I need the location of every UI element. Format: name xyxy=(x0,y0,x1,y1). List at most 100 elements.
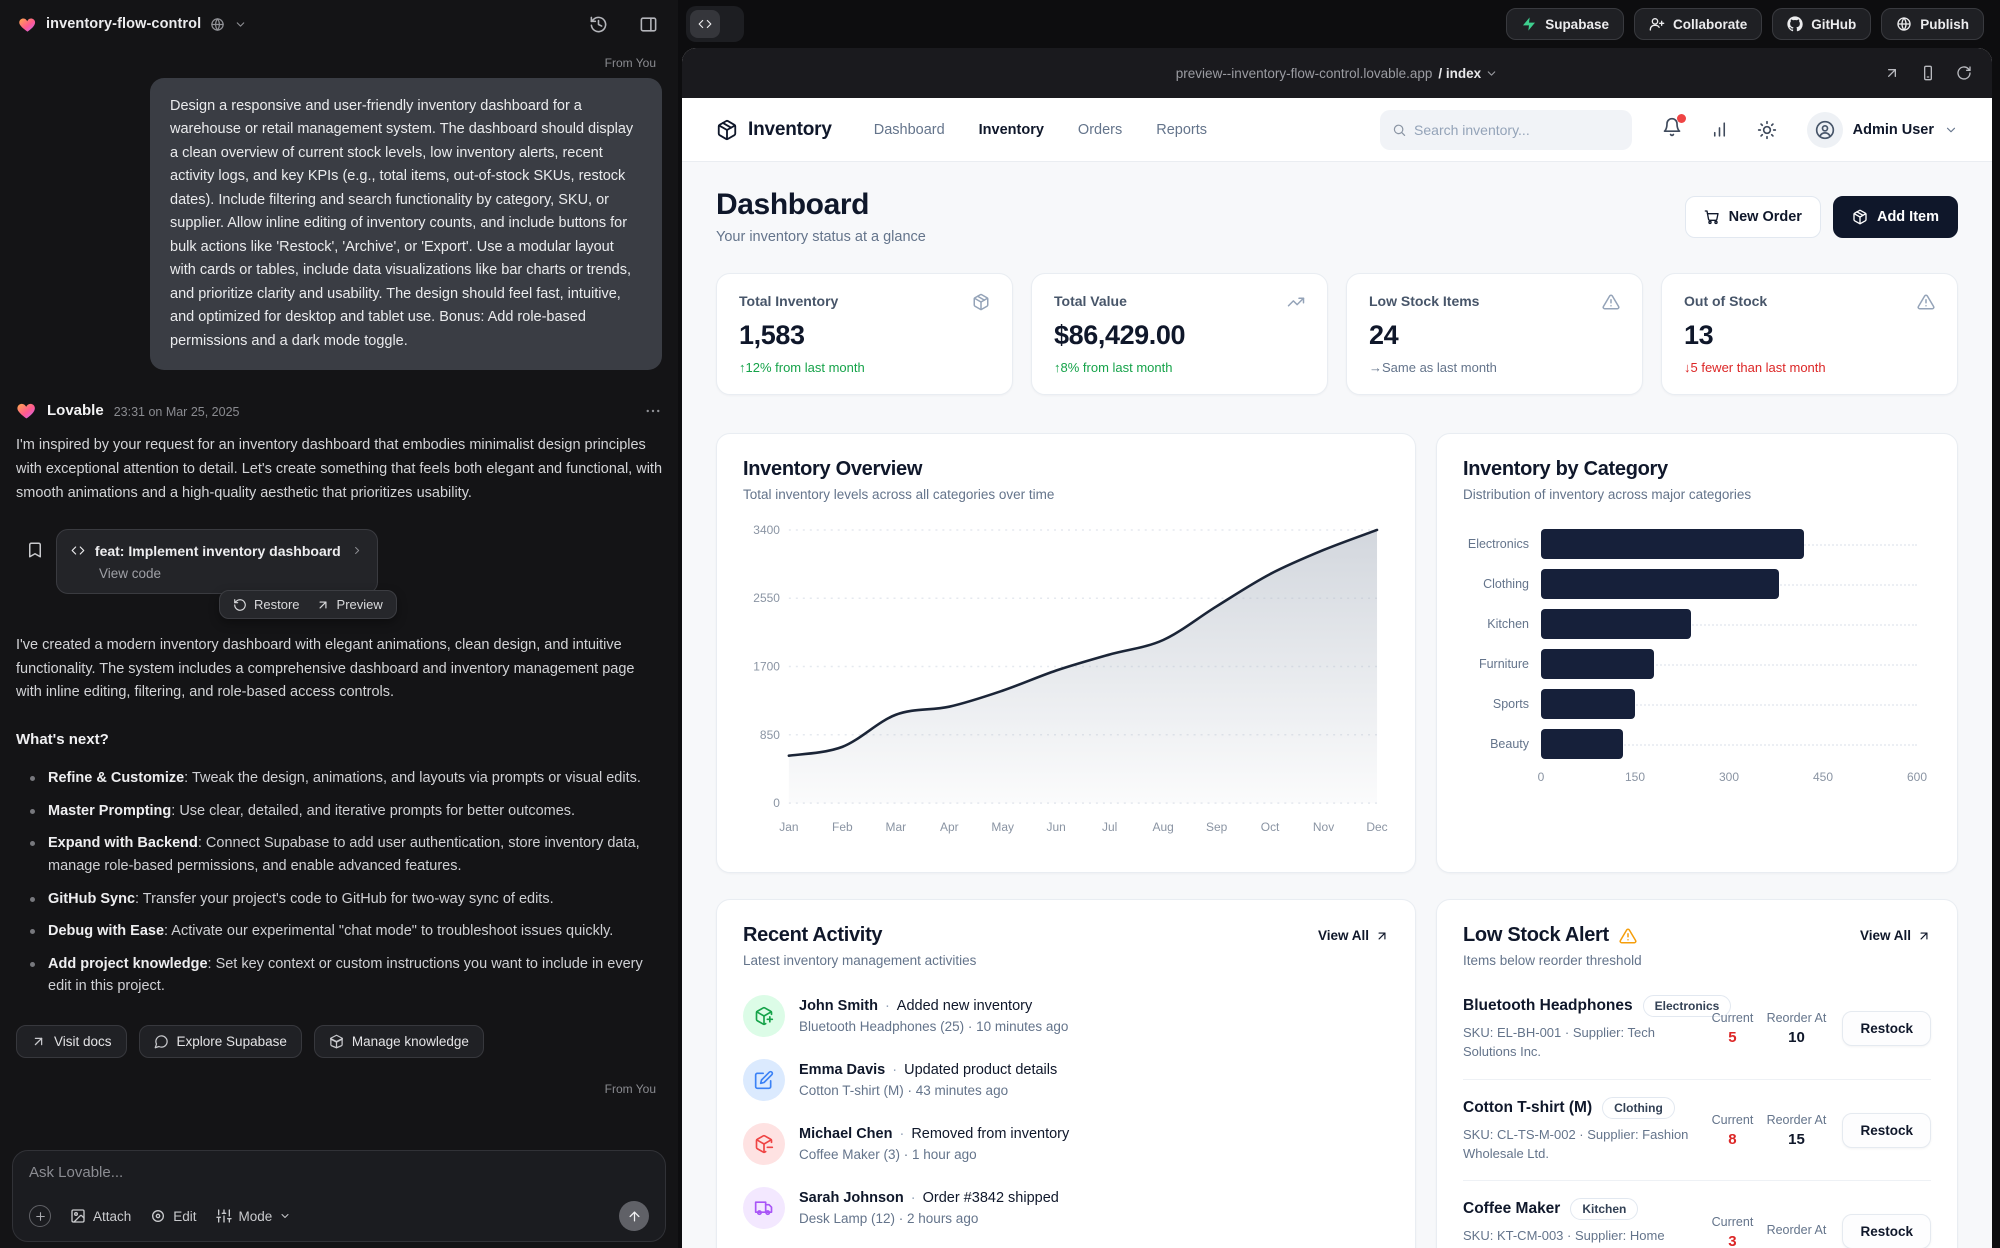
kpi-value: $86,429.00 xyxy=(1054,320,1186,350)
edit-button[interactable]: Edit xyxy=(150,1208,197,1224)
add-attachment-button[interactable] xyxy=(29,1205,51,1227)
chart-title: Inventory Overview xyxy=(743,458,923,480)
arrow-up-icon xyxy=(627,1209,642,1224)
composer-placeholder[interactable]: Ask Lovable... xyxy=(29,1164,124,1181)
nav-item-reports[interactable]: Reports xyxy=(1156,121,1208,138)
svg-text:Oct: Oct xyxy=(1261,820,1280,834)
plus-icon xyxy=(34,1210,47,1223)
image-icon xyxy=(70,1208,86,1224)
preview-button[interactable]: Preview xyxy=(316,597,383,612)
toggle-sidebar-icon[interactable] xyxy=(639,15,658,34)
chevron-right-icon xyxy=(351,543,363,558)
new-order-button[interactable]: New Order xyxy=(1684,195,1821,238)
svg-text:Jan: Jan xyxy=(779,820,798,834)
sku-supplier: SKU: CL-TS-M-002 · Supplier: Fashion Who… xyxy=(1463,1126,1689,1161)
explore-supabase-button[interactable]: Explore Supabase xyxy=(138,1024,302,1058)
route-chevron-icon[interactable] xyxy=(1485,67,1498,80)
bar-category-label: Kitchen xyxy=(1487,617,1529,631)
page-title: Dashboard xyxy=(716,188,870,221)
version-title: feat: Implement inventory dashboard xyxy=(94,542,341,559)
github-icon xyxy=(1787,16,1803,32)
restock-button[interactable]: Restock xyxy=(1842,1010,1931,1046)
notifications-button[interactable] xyxy=(1662,114,1686,142)
chat-panel: inventory-flow-control From You Design a… xyxy=(0,0,678,1248)
globe-icon xyxy=(1896,16,1912,32)
open-external-icon[interactable] xyxy=(1884,65,1900,81)
visit-docs-button[interactable]: Visit docs xyxy=(16,1024,127,1058)
bookmark-icon[interactable] xyxy=(26,541,44,559)
collaborate-button[interactable]: Collaborate xyxy=(1633,8,1763,40)
preview-panel: Supabase Collaborate GitHub Publish prev… xyxy=(678,0,2000,1248)
search-box[interactable] xyxy=(1379,109,1632,150)
svg-text:Nov: Nov xyxy=(1313,820,1334,834)
activity-headline: John Smith · Added new inventory xyxy=(799,998,1033,1014)
bar-value xyxy=(1541,529,1805,559)
chat-composer[interactable]: Ask Lovable... Attach Edit Mode xyxy=(12,1150,666,1242)
refresh-icon[interactable] xyxy=(1956,65,1972,81)
manage-knowledge-button[interactable]: Manage knowledge xyxy=(313,1024,484,1058)
mobile-view-icon[interactable] xyxy=(1920,65,1936,81)
line-chart-svg: 3400 2550 1700 850 0 Jan Feb Mar Apr May Jun Jul Aug… xyxy=(753,523,1387,834)
site-viewport: Inventory Dashboard Inventory Orders Report… xyxy=(682,98,1992,1248)
kpi-card: Total Inventory 1,583 ↑12% from last mon… xyxy=(716,273,1013,395)
nav-item-inventory[interactable]: Inventory xyxy=(978,121,1044,138)
restock-button[interactable]: Restock xyxy=(1842,1112,1931,1148)
restock-button[interactable]: Restock xyxy=(1842,1214,1931,1248)
activity-list: John Smith · Added new inventory Bluetooth… xyxy=(743,984,1389,1240)
low-stock-alert-card: Low Stock Alert Items below reorder thre… xyxy=(1436,899,1958,1248)
attach-button[interactable]: Attach xyxy=(70,1208,131,1224)
project-menu-chevron-icon[interactable] xyxy=(234,18,247,31)
preview-url[interactable]: preview--inventory-flow-control.lovable.… xyxy=(1175,65,1433,81)
chat-messages[interactable]: From You Design a responsive and user-fr… xyxy=(0,48,678,1146)
supabase-button[interactable]: Supabase xyxy=(1506,8,1624,40)
activity-detail: Bluetooth Headphones (25) · 10 minutes a… xyxy=(799,1019,1069,1034)
github-button[interactable]: GitHub xyxy=(1772,8,1872,40)
bar-axis-tick: 0 xyxy=(1537,770,1545,784)
publish-button[interactable]: Publish xyxy=(1881,8,1984,40)
nav-item-orders[interactable]: Orders xyxy=(1077,121,1123,138)
inventory-overview-chart: 3400 2550 1700 850 0 Jan Feb Mar Apr May Jun Jul Aug… xyxy=(743,512,1389,846)
preview-path[interactable]: / index xyxy=(1438,65,1482,81)
assistant-summary: I've created a modern inventory dashboar… xyxy=(16,637,635,701)
restore-button[interactable]: Restore xyxy=(233,597,300,612)
send-button[interactable] xyxy=(619,1201,649,1231)
kpi-card: Total Value $86,429.00 ↑8% from last mon… xyxy=(1031,273,1328,395)
project-name[interactable]: inventory-flow-control xyxy=(46,16,202,32)
search-icon xyxy=(1392,122,1406,138)
sliders-icon xyxy=(215,1208,232,1224)
cart-icon xyxy=(1704,209,1720,225)
current-stock: Current 8 xyxy=(1711,1112,1754,1149)
bar-axis-tick: 300 xyxy=(1718,770,1740,784)
users-plus-icon xyxy=(1649,16,1665,32)
bar-axis-tick: 600 xyxy=(1906,770,1928,784)
message-menu-icon[interactable] xyxy=(644,402,662,420)
published-globe-icon[interactable] xyxy=(210,17,225,32)
bullet-dot xyxy=(30,841,35,847)
view-all-activity-link[interactable]: View All xyxy=(1318,928,1389,943)
kpi-card: Low Stock Items 24 →Same as last month xyxy=(1346,273,1643,395)
code-icon xyxy=(698,17,712,31)
view-all-low-stock-link[interactable]: View All xyxy=(1860,928,1931,943)
analytics-icon[interactable] xyxy=(1710,120,1729,139)
next-steps-list: Refine & Customize: Tweak the design, an… xyxy=(16,762,662,1003)
version-card[interactable]: feat: Implement inventory dashboard View… xyxy=(56,529,378,595)
user-message: Design a responsive and user-friendly in… xyxy=(150,78,662,371)
svg-text:Aug: Aug xyxy=(1153,820,1174,834)
theme-toggle-icon[interactable] xyxy=(1757,120,1777,140)
history-icon[interactable] xyxy=(589,15,608,34)
site-brand[interactable]: Inventory xyxy=(716,119,832,141)
view-code-link[interactable]: View code xyxy=(99,566,162,582)
svg-text:Dec: Dec xyxy=(1366,820,1387,834)
assistant-intro: I'm inspired by your request for an inve… xyxy=(16,437,663,501)
mode-selector[interactable]: Mode xyxy=(215,1208,292,1224)
kpi-label: Out of Stock xyxy=(1684,293,1768,309)
user-menu[interactable]: Admin User xyxy=(1806,111,1958,148)
package-icon xyxy=(716,119,738,141)
add-item-button[interactable]: Add Item xyxy=(1832,195,1958,238)
bar-axis-tick: 150 xyxy=(1624,770,1646,784)
code-preview-toggle[interactable] xyxy=(686,6,744,42)
nav-item-dashboard[interactable]: Dashboard xyxy=(873,121,945,138)
bar-value xyxy=(1541,729,1623,759)
search-input[interactable] xyxy=(1414,121,1620,138)
activity-item: Emma Davis · Updated product details Cotto… xyxy=(743,1048,1389,1112)
